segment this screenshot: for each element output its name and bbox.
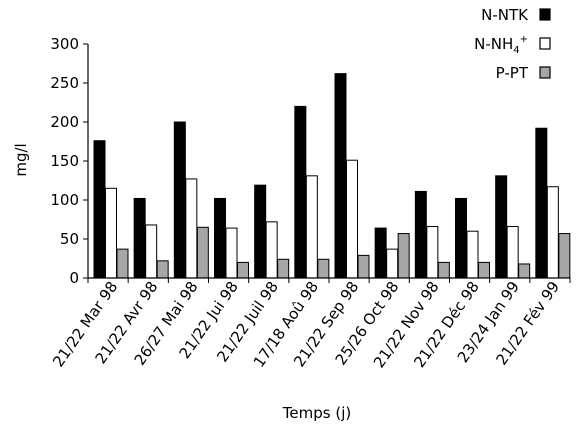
legend-label-3: P-PT xyxy=(496,64,529,82)
y-tick-label-3: 150 xyxy=(50,152,79,170)
bar-2-6 xyxy=(305,175,318,279)
y-ticks-group: 0 50 100 150 200 250 300 xyxy=(50,35,88,287)
bar-2-4 xyxy=(225,227,238,279)
legend-swatch-3 xyxy=(539,66,551,79)
bar-3-4 xyxy=(237,261,249,279)
bar-2-12 xyxy=(546,186,559,279)
bar-2-7 xyxy=(346,159,358,279)
y-tick-label-4: 200 xyxy=(50,113,79,131)
y-tick-label-1: 50 xyxy=(60,230,79,248)
bar-3-8 xyxy=(397,233,410,279)
bar-3-7 xyxy=(357,254,370,279)
bar-3-5 xyxy=(277,258,290,279)
y-tick-label-0: 0 xyxy=(69,269,79,287)
y-axis-title: mg/l xyxy=(12,143,30,176)
bar-1-6 xyxy=(294,105,307,279)
legend: N-NTK N-NH4+ P-PT xyxy=(474,6,551,82)
bar-3-11 xyxy=(518,263,531,279)
bar-3-12 xyxy=(558,233,571,279)
bar-1-8 xyxy=(374,227,387,279)
bar-1-4 xyxy=(214,197,226,279)
bar-2-5 xyxy=(265,221,278,279)
y-tick-label-2: 100 xyxy=(50,191,79,209)
bar-2-8 xyxy=(386,248,399,279)
bar-3-9 xyxy=(437,261,450,279)
legend-label-1: N-NTK xyxy=(481,6,529,24)
bar-2-9 xyxy=(426,226,439,279)
legend-label-2: N-NH4+ xyxy=(474,34,528,56)
bar-1-2 xyxy=(133,197,146,279)
bar-1-11 xyxy=(495,175,508,279)
bar-3-1 xyxy=(116,248,129,279)
x-axis-title: Temps (j) xyxy=(282,404,351,422)
y-tick-label-5: 250 xyxy=(50,74,79,92)
bar-2-11 xyxy=(506,226,519,279)
bar-1-5 xyxy=(254,184,267,279)
y-tick-label-6: 300 xyxy=(50,35,79,53)
bar-2-10 xyxy=(466,230,479,279)
bar-2-3 xyxy=(185,178,198,279)
bar-3-3 xyxy=(196,226,209,279)
bar-1-1 xyxy=(93,140,106,279)
bar-1-12 xyxy=(535,127,548,279)
bar-3-6 xyxy=(317,258,330,279)
bar-1-9 xyxy=(414,190,427,279)
bar-2-1 xyxy=(105,187,117,279)
bar-3-10 xyxy=(478,261,490,279)
bar-1-10 xyxy=(455,197,467,279)
bars-group xyxy=(93,73,571,279)
legend-swatch-2 xyxy=(539,37,551,50)
bar-1-7 xyxy=(334,73,347,279)
bar-2-2 xyxy=(145,224,158,279)
bar-1-3 xyxy=(173,121,186,279)
bar-3-2 xyxy=(156,260,169,279)
legend-swatch-1 xyxy=(539,8,551,21)
